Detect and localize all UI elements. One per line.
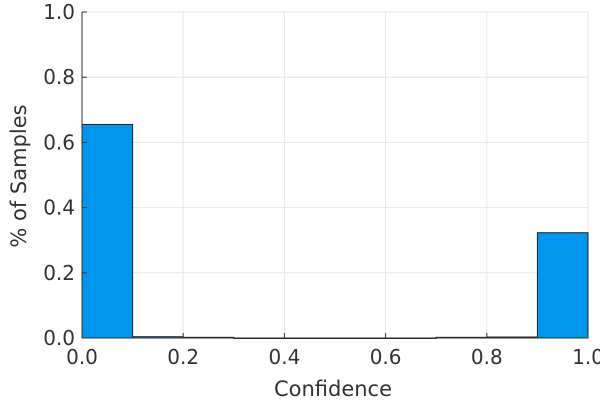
y-axis-label: % of Samples — [7, 104, 31, 247]
x-tick-label: 0.6 — [370, 345, 402, 369]
x-tick-label: 0.2 — [167, 345, 199, 369]
y-tick-label: 0.2 — [43, 261, 75, 285]
y-tick-label: 1.0 — [43, 0, 75, 24]
histogram-bar — [536, 232, 589, 339]
histogram-bar — [81, 123, 134, 339]
x-tick-label: 0.8 — [471, 345, 503, 369]
y-tick-label: 0.0 — [43, 326, 75, 350]
grid — [81, 11, 589, 339]
x-axis-label: Confidence — [274, 377, 392, 400]
x-tick-label: 0.4 — [268, 345, 300, 369]
axes — [81, 12, 588, 339]
bars — [81, 123, 589, 339]
ticks: 0.0 0.2 0.4 0.6 0.8 1.0 0.0 0.2 0.4 0.6 0.8 1.0 — [43, 0, 600, 369]
y-tick-label: 0.8 — [43, 65, 75, 89]
y-tick-label: 0.6 — [43, 130, 75, 154]
x-tick-label: 1.0 — [572, 345, 600, 369]
x-tick-label: 0.0 — [66, 345, 98, 369]
y-tick-label: 0.4 — [43, 196, 75, 220]
